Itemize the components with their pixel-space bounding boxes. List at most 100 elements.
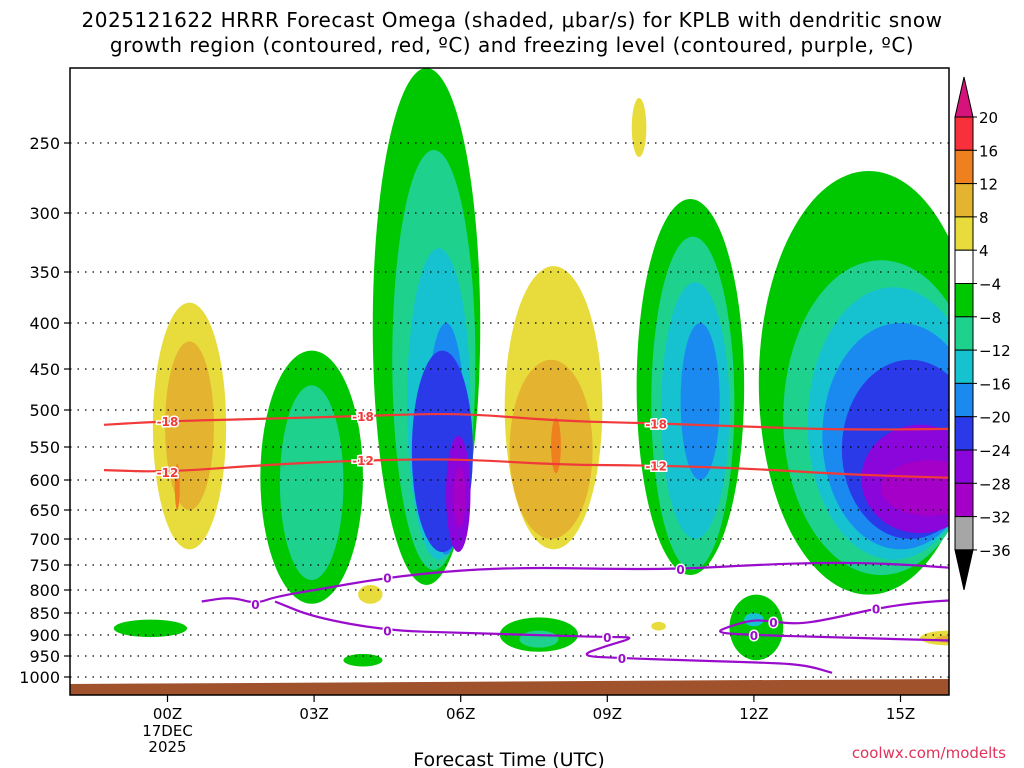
date-label-line-1: 17DEC [142, 722, 193, 740]
colorbar-swatch-12 [954, 482, 974, 518]
x-tick-label-03Z: 03Z [299, 705, 328, 723]
colorbar-label-13: −36 [979, 542, 1011, 560]
omega-region-30-level--28 [880, 460, 949, 516]
colorbar-swatch-2 [954, 149, 974, 185]
x-tick-label-00Z: 00Z [153, 705, 182, 723]
omega-region-18-level-8 [631, 98, 647, 157]
y-tick-label-350: 350 [29, 263, 60, 282]
colorbar-label-9: −20 [979, 409, 1011, 427]
y-tick-label-800: 800 [29, 581, 60, 600]
omega-region-33-level-4 [304, 613, 398, 631]
omega-region-17-level-4 [514, 68, 622, 225]
colorbar-swatch-6 [954, 283, 974, 318]
omega-region-22-level--16 [680, 323, 720, 480]
omega-region-5-level--8 [279, 385, 344, 580]
colorbar-bottom-arrow [954, 549, 974, 591]
contour-line-0 [103, 412, 949, 431]
omega-region-42-level--4 [343, 653, 383, 667]
y-tick-label-700: 700 [29, 530, 60, 549]
credit-link[interactable]: coolwx.com/modelts [851, 744, 1006, 762]
date-label-line-2: 2025 [148, 738, 186, 756]
contour-label-0-2: -18 [645, 417, 667, 431]
colorbar-swatch-9 [954, 382, 974, 418]
contour-label-2-0: 0 [251, 598, 259, 612]
colorbar-swatch-8 [954, 349, 974, 384]
terrain-ground [70, 679, 949, 695]
contour-label-4-1: 0 [769, 616, 777, 630]
omega-region-41-level--4 [113, 619, 188, 638]
contour-label-0-1: -18 [352, 410, 374, 424]
y-tick-label-550: 550 [29, 438, 60, 457]
contour-label-2-2: 0 [676, 563, 684, 577]
x-tick-label-12Z: 12Z [739, 705, 768, 723]
chart-title-line-2: growth region (contoured, red, ºC) and f… [109, 33, 915, 57]
colorbar-label-5: −4 [979, 276, 1001, 294]
x-tick-label-06Z: 06Z [446, 705, 475, 723]
contour-line-1 [103, 458, 949, 479]
omega-region-32-level-8 [358, 585, 383, 604]
contour-label-1-1: -12 [352, 454, 374, 468]
colorbar-label-0: 20 [979, 109, 998, 127]
y-tick-label-750: 750 [29, 556, 60, 575]
omega-region-38-level-8 [651, 621, 666, 631]
colorbar-label-1: 16 [979, 142, 998, 160]
y-tick-label-650: 650 [29, 501, 60, 520]
omega-region-39-level--4 [729, 594, 784, 661]
colorbar-label-3: 8 [979, 209, 989, 227]
y-tick-label-250: 250 [29, 134, 60, 153]
contour-label-3-2: 0 [618, 652, 626, 666]
colorbar-swatch-10 [954, 416, 974, 451]
colorbar-label-2: 12 [979, 176, 998, 194]
y-tick-label-500: 500 [29, 401, 60, 420]
contour-line-4 [719, 599, 949, 642]
omega-region-23-level-4 [841, 68, 949, 157]
colorbar-label-7: −12 [979, 342, 1011, 360]
omega-region-12-level--28 [453, 466, 466, 528]
omega-region-15-level-12 [509, 359, 593, 539]
colorbar-swatch-1 [954, 116, 974, 151]
contour-label-1-2: -12 [645, 459, 667, 473]
contour-label-3-1: 0 [603, 631, 611, 645]
y-tick-label-450: 450 [29, 360, 60, 379]
y-tick-label-1000: 1000 [19, 668, 60, 687]
contour-label-3-0: 0 [383, 625, 391, 639]
colorbar-swatch-3 [954, 183, 974, 218]
contour-label-4-0: 0 [872, 602, 880, 616]
colorbar-swatch-11 [954, 449, 974, 484]
contour-label-0-0: -18 [157, 415, 179, 429]
colorbar-top-arrow [954, 76, 974, 118]
colorbar-swatch-4 [954, 216, 974, 251]
x-axis-label: Forecast Time (UTC) [413, 749, 604, 768]
contour-line-2 [201, 561, 949, 604]
colorbar-legend: 20 16 12 8 4 −4 −8 −12 −16 −20 −24 −28 −32 −36 [954, 76, 1011, 591]
y-tick-label-950: 950 [29, 647, 60, 666]
contour-label-2-1: 0 [383, 572, 391, 586]
chart-title-line-1: 2025121622 HRRR Forecast Omega (shaded, … [81, 8, 943, 32]
x-tick-label-15Z: 15Z [886, 705, 915, 723]
y-tick-label-300: 300 [29, 204, 60, 223]
colorbar-swatch-5 [954, 249, 974, 284]
y-tick-label-850: 850 [29, 604, 60, 623]
omega-shading-layer [113, 68, 949, 667]
contour-label-1-0: -12 [157, 466, 179, 480]
colorbar-swatch-7 [954, 316, 974, 351]
y-tick-label-900: 900 [29, 626, 60, 645]
colorbar-swatch-13 [954, 516, 974, 551]
plot-frame [69, 67, 950, 696]
contour-line-3 [274, 600, 833, 674]
terrain-layer [70, 679, 949, 695]
contour-label-4-2: 0 [750, 629, 758, 643]
colorbar-label-10: −24 [979, 442, 1011, 460]
colorbar-label-12: −32 [979, 509, 1011, 527]
x-tick-label-09Z: 09Z [593, 705, 622, 723]
colorbar-label-11: −28 [979, 475, 1011, 493]
omega-region-34-level-4 [397, 613, 466, 635]
y-tick-label-600: 600 [29, 471, 60, 490]
omega-region-3-level-16 [174, 463, 180, 510]
omega-region-16-level-16 [551, 417, 561, 474]
y-tick-label-400: 400 [29, 314, 60, 333]
chart-axes: 250 300 350 400 450 500 550 600 650 700 750 800 850 9… [19, 67, 950, 756]
colorbar-label-8: −16 [979, 375, 1011, 393]
